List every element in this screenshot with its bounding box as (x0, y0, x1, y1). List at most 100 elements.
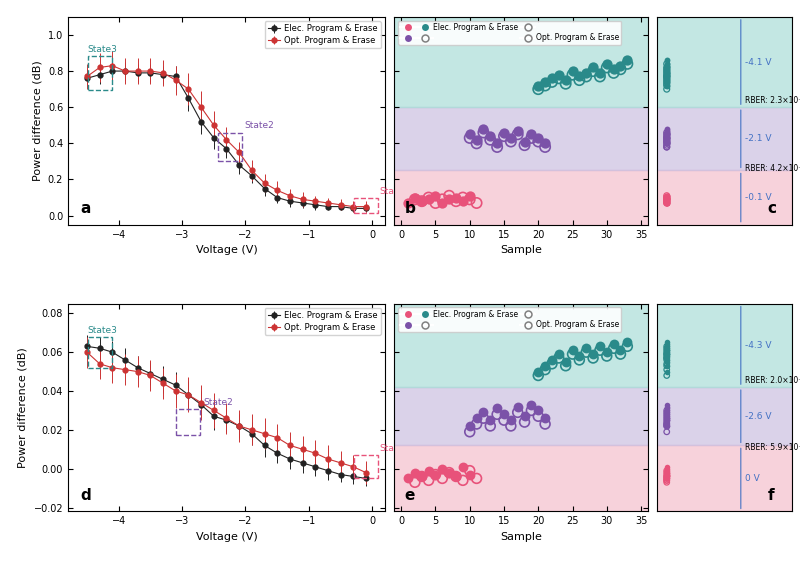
Point (573, 352, 586, 361)
Point (660, 197, 673, 206)
Point (566, 66, 579, 75)
Point (463, 427, 476, 436)
Point (660, 124, 673, 133)
Point (415, 472, 428, 481)
Point (477, 124, 490, 133)
Point (457, 197, 470, 206)
Point (660, 350, 673, 359)
Point (442, 191, 455, 200)
Point (621, 56, 634, 65)
Point (532, 406, 545, 415)
Point (660, 198, 673, 207)
Bar (394, 107, 648, 170)
Y-axis label: Power difference (dB): Power difference (dB) (18, 347, 28, 468)
Point (660, 133, 673, 142)
Point (457, 476, 470, 485)
Point (594, 346, 606, 355)
Point (660, 81, 673, 90)
Point (402, 474, 414, 483)
Point (660, 78, 673, 87)
Bar (394, 17, 648, 107)
Point (660, 61, 673, 70)
Text: RBER: 2.0×10⁻²: RBER: 2.0×10⁻² (745, 377, 800, 386)
Point (660, 128, 673, 137)
Point (660, 410, 673, 419)
Point (660, 422, 673, 430)
Point (660, 193, 673, 202)
Point (660, 344, 673, 353)
Text: -2.1 V: -2.1 V (745, 134, 771, 143)
Point (525, 133, 538, 142)
Point (607, 69, 620, 78)
Point (409, 478, 422, 487)
Point (532, 371, 545, 380)
Text: a: a (81, 201, 91, 216)
Point (660, 412, 673, 421)
Point (660, 361, 673, 370)
Point (532, 412, 545, 421)
Point (436, 198, 449, 207)
Point (566, 346, 579, 355)
Point (660, 72, 673, 81)
Point (429, 191, 442, 200)
Text: State1: State1 (379, 444, 409, 453)
Point (490, 404, 503, 413)
Point (660, 416, 673, 425)
Point (566, 350, 579, 359)
Point (660, 65, 673, 74)
Point (532, 81, 545, 90)
Point (580, 344, 593, 353)
Point (660, 408, 673, 417)
Point (660, 474, 673, 483)
Point (450, 472, 462, 481)
Point (518, 412, 531, 421)
Point (660, 70, 673, 79)
Point (660, 195, 673, 204)
Point (660, 355, 673, 364)
Point (660, 352, 673, 361)
Point (463, 133, 476, 142)
Point (573, 355, 586, 364)
Point (532, 367, 545, 376)
Y-axis label: Power difference (dB): Power difference (dB) (32, 60, 42, 181)
Point (660, 468, 673, 477)
Point (546, 359, 558, 368)
Point (546, 74, 558, 83)
Text: RBER: 5.9×10⁻²: RBER: 5.9×10⁻² (745, 443, 800, 452)
Point (518, 137, 531, 146)
Point (660, 65, 673, 74)
Point (660, 70, 673, 79)
Point (660, 60, 673, 69)
Point (580, 348, 593, 357)
Legend: Elec. Program & Erase, Opt. Program & Erase: Elec. Program & Erase, Opt. Program & Er… (265, 21, 381, 48)
Point (660, 355, 673, 364)
Point (660, 130, 673, 139)
Point (660, 463, 673, 472)
Point (660, 416, 673, 425)
Point (660, 74, 673, 83)
Point (538, 78, 551, 87)
Point (660, 197, 673, 206)
Point (511, 130, 524, 139)
Point (660, 128, 673, 137)
Point (463, 195, 476, 204)
Point (505, 416, 518, 425)
Point (660, 412, 673, 421)
Point (607, 65, 620, 74)
Point (660, 359, 673, 368)
Point (409, 193, 422, 202)
Point (660, 135, 673, 144)
Point (505, 133, 518, 142)
Point (477, 128, 490, 137)
Point (660, 414, 673, 423)
Point (660, 346, 673, 355)
Point (660, 346, 673, 355)
Point (429, 198, 442, 207)
Text: RBER: 4.2×10⁻³: RBER: 4.2×10⁻³ (745, 164, 800, 173)
Point (614, 346, 627, 355)
Point (660, 130, 673, 139)
Point (660, 346, 673, 355)
Point (600, 63, 613, 72)
Point (660, 137, 673, 146)
Point (470, 419, 483, 428)
